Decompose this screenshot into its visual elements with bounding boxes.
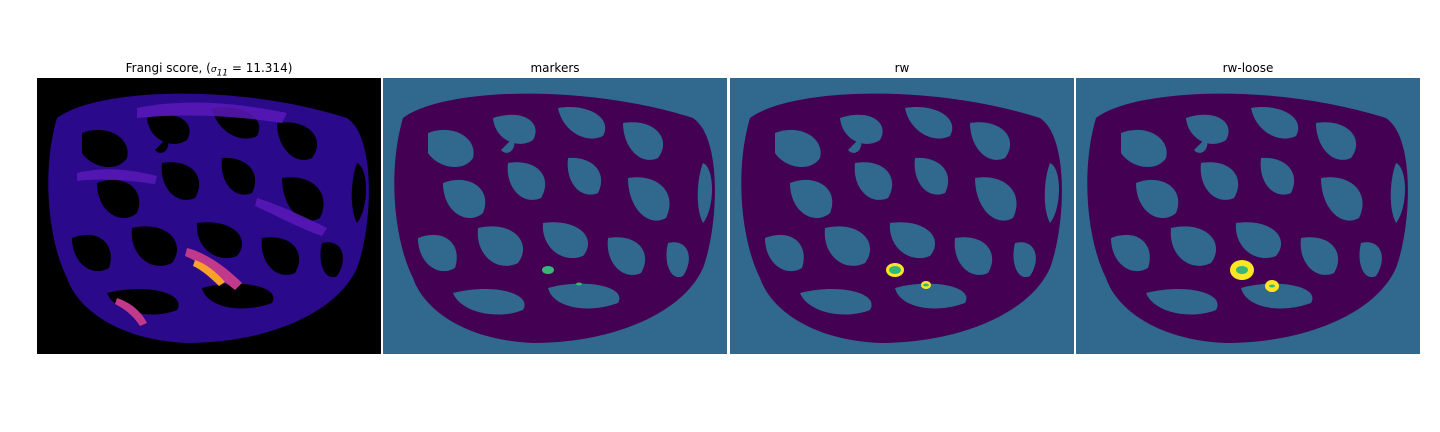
rw-loose-image bbox=[1076, 78, 1420, 354]
markers-image bbox=[383, 78, 727, 354]
rw-title: rw bbox=[894, 61, 910, 75]
markers-title: markers bbox=[530, 61, 580, 75]
rw-image bbox=[730, 78, 1074, 354]
frangi-score-image bbox=[37, 78, 381, 354]
rw-loose-title: rw-loose bbox=[1222, 61, 1274, 75]
frangi-title: Frangi score, (σ11 = 11.314) bbox=[125, 61, 293, 79]
